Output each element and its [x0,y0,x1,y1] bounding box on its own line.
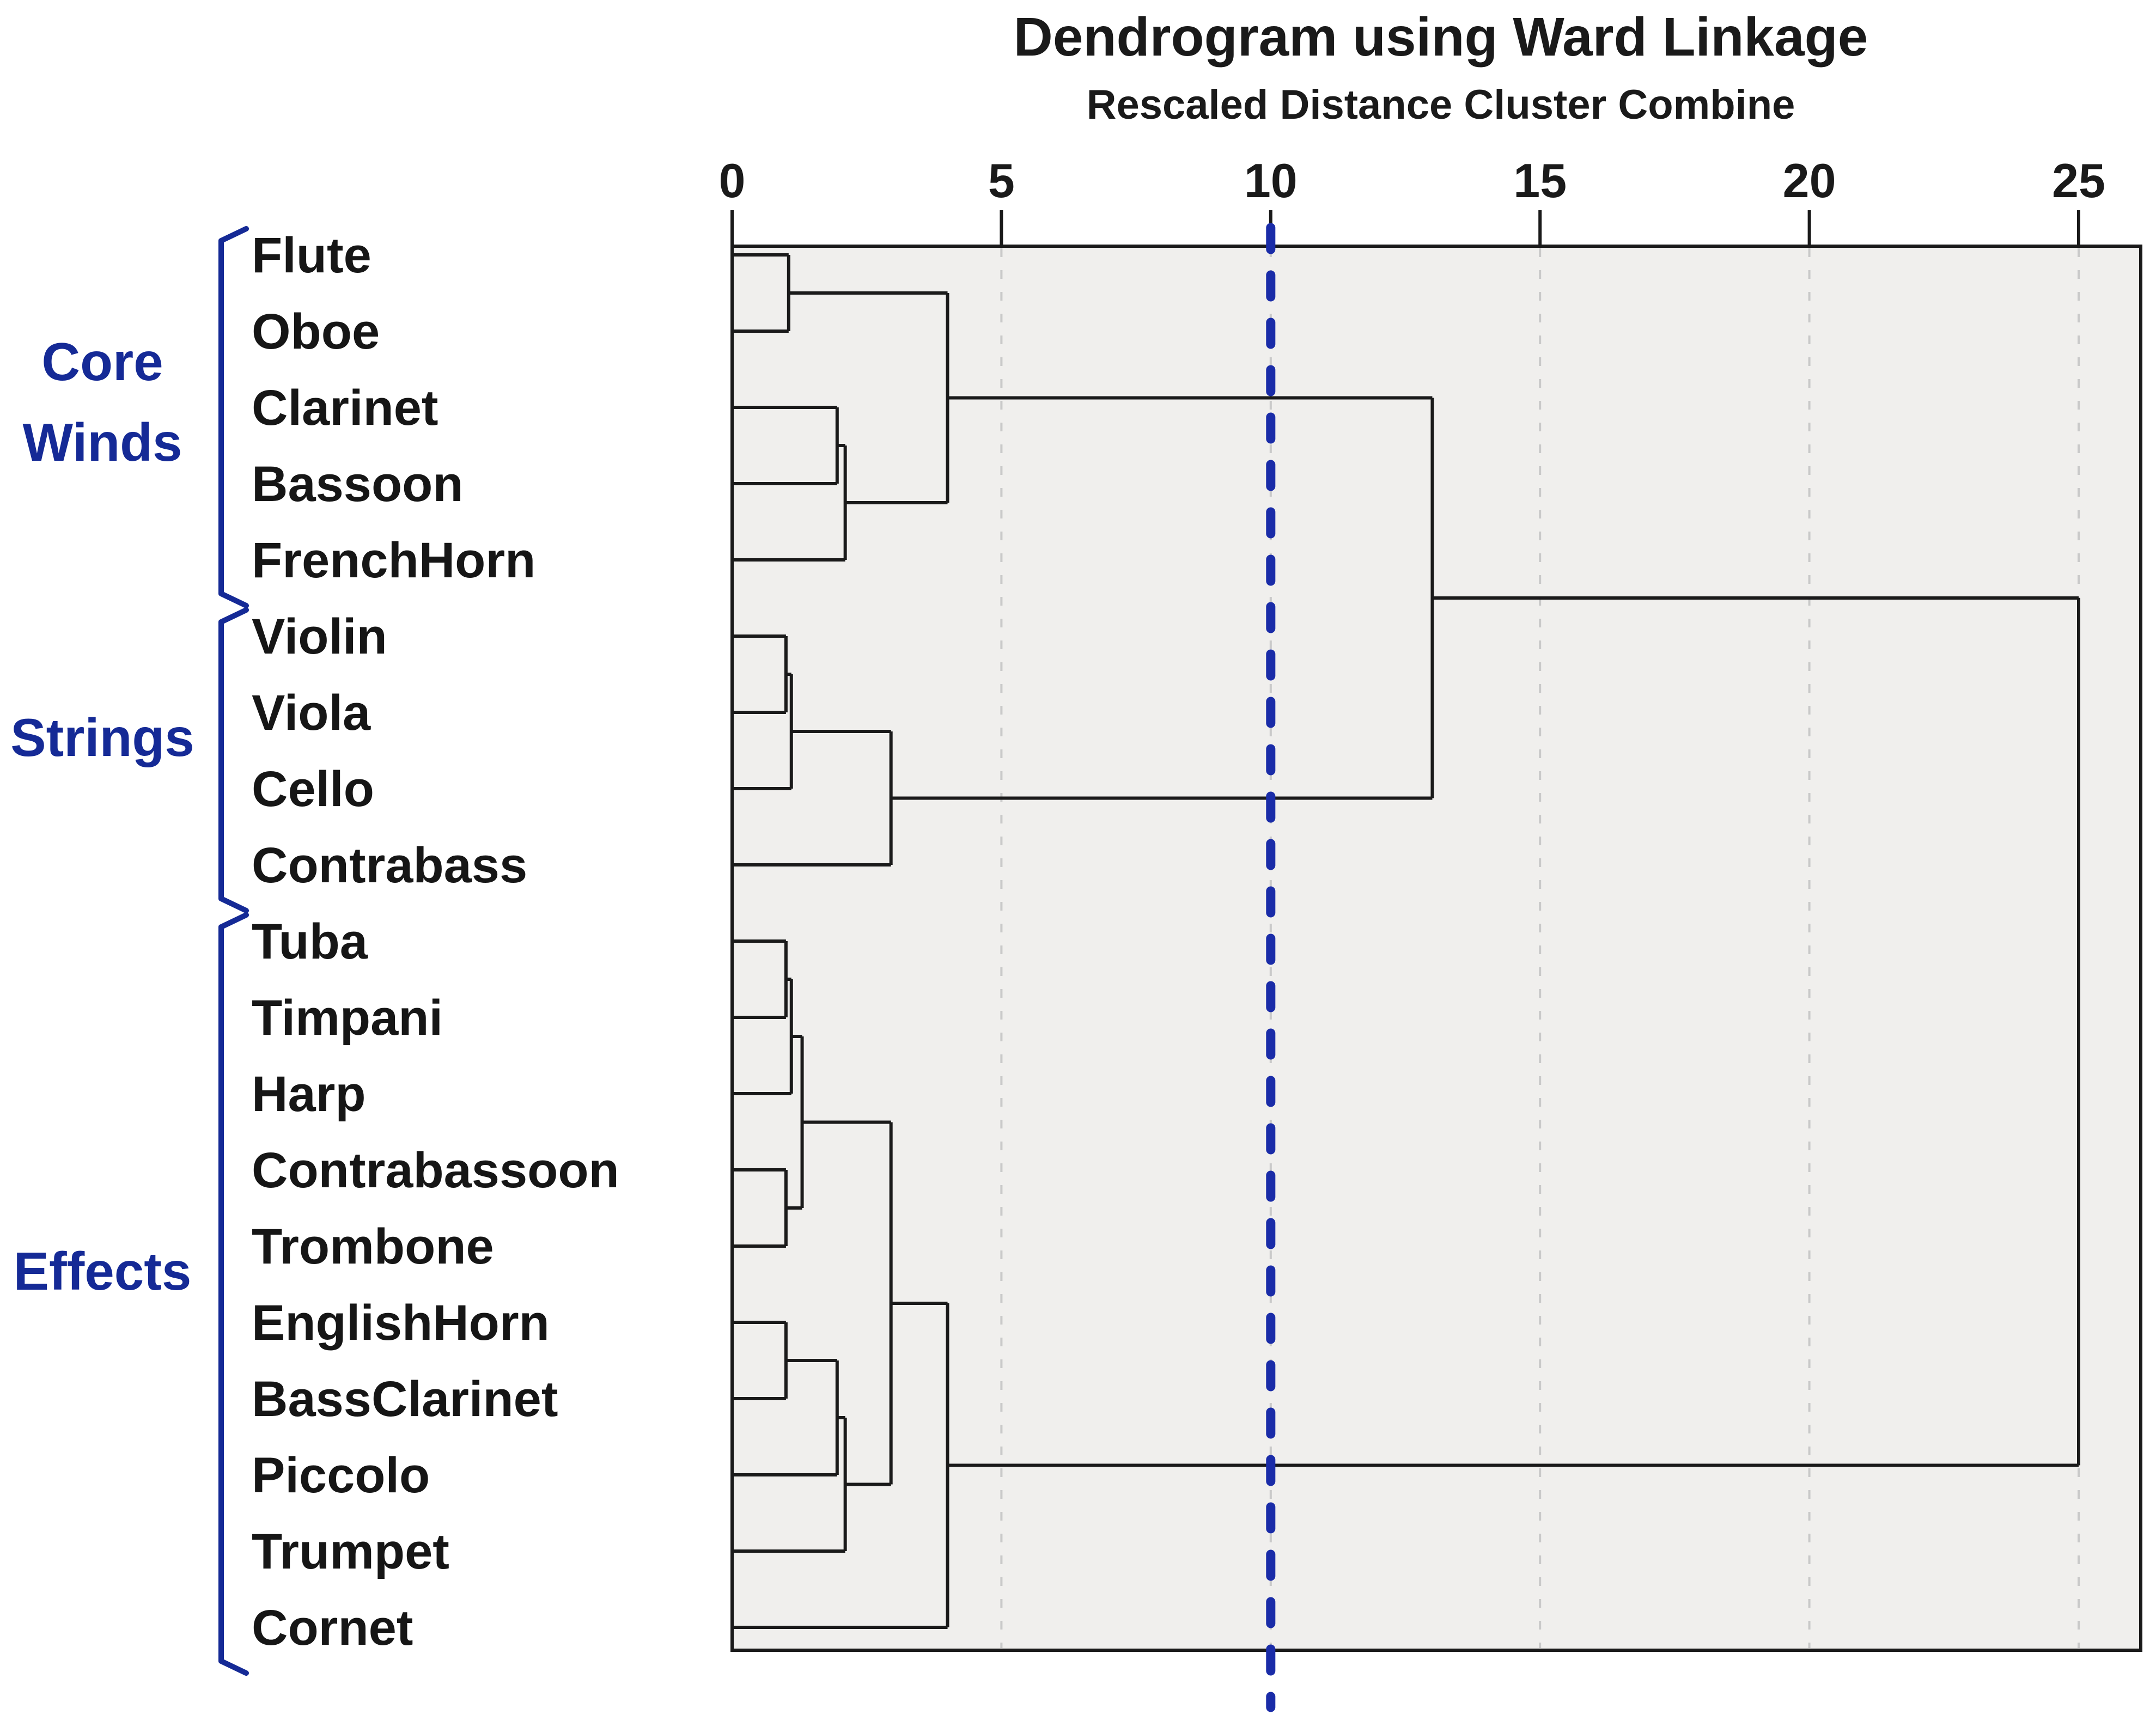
leaf-label-cornet: Cornet [252,1600,413,1656]
leaf-label-trombone: Trombone [252,1219,494,1274]
leaf-label-contrabass: Contrabass [252,838,527,893]
leaf-label-harp: Harp [252,1066,366,1122]
leaf-label-bassoon: Bassoon [252,456,464,512]
leaf-label-flute: Flute [252,228,371,283]
chart-subtitle: Rescaled Distance Cluster Combine [1087,82,1795,128]
dendrogram-merge-m18 [947,596,2080,1467]
distance-axis: 0 5 10 15 20 25 [719,154,2105,246]
group-brackets [218,226,249,1676]
group-label-core-winds: Winds [22,412,182,472]
leaf-label-piccolo: Piccolo [252,1448,430,1503]
group-bracket-core-winds [218,226,249,608]
dendrogram-merge-m1 [732,253,790,333]
leaf-label-englishhorn: EnglishHorn [252,1295,550,1351]
leaf-label-trumpet: Trumpet [252,1524,449,1579]
leaf-label-tuba: Tuba [252,914,368,969]
leaf-labels: Flute Oboe Clarinet Bassoon FrenchHorn Violin… [252,228,619,1656]
axis-tick-label: 5 [988,154,1015,208]
leaf-label-violin: Violin [252,609,387,664]
group-label-core-winds: Core [41,332,163,392]
group-labels: Core Winds Strings Effects [10,332,194,1301]
leaf-label-timpani: Timpani [252,990,443,1046]
dendrogram-merge-m12 [785,1035,804,1210]
axis-tick-label: 10 [1244,154,1298,208]
leaf-label-contrabassoon: Contrabassoon [252,1143,619,1198]
group-bracket-effects [218,912,249,1676]
axis-tick-label: 25 [2052,154,2105,208]
group-label-strings: Strings [10,707,194,767]
axis-tick-label: 0 [719,154,746,208]
leaf-label-bassclarinet: BassClarinet [252,1371,558,1427]
group-bracket-strings [218,607,249,913]
dendrogram-tree [732,253,2080,1629]
leaf-label-oboe: Oboe [252,304,380,359]
axis-tick-label: 20 [1783,154,1836,208]
leaf-label-clarinet: Clarinet [252,380,438,436]
plot-area [730,245,2142,1652]
leaf-label-frenchhorn: FrenchHorn [252,533,535,588]
group-label-effects: Effects [14,1241,192,1301]
axis-tick-label: 15 [1513,154,1567,208]
leaf-label-cello: Cello [252,761,374,817]
leaf-label-viola: Viola [252,685,371,741]
chart-title: Dendrogram using Ward Linkage [1014,7,1868,68]
